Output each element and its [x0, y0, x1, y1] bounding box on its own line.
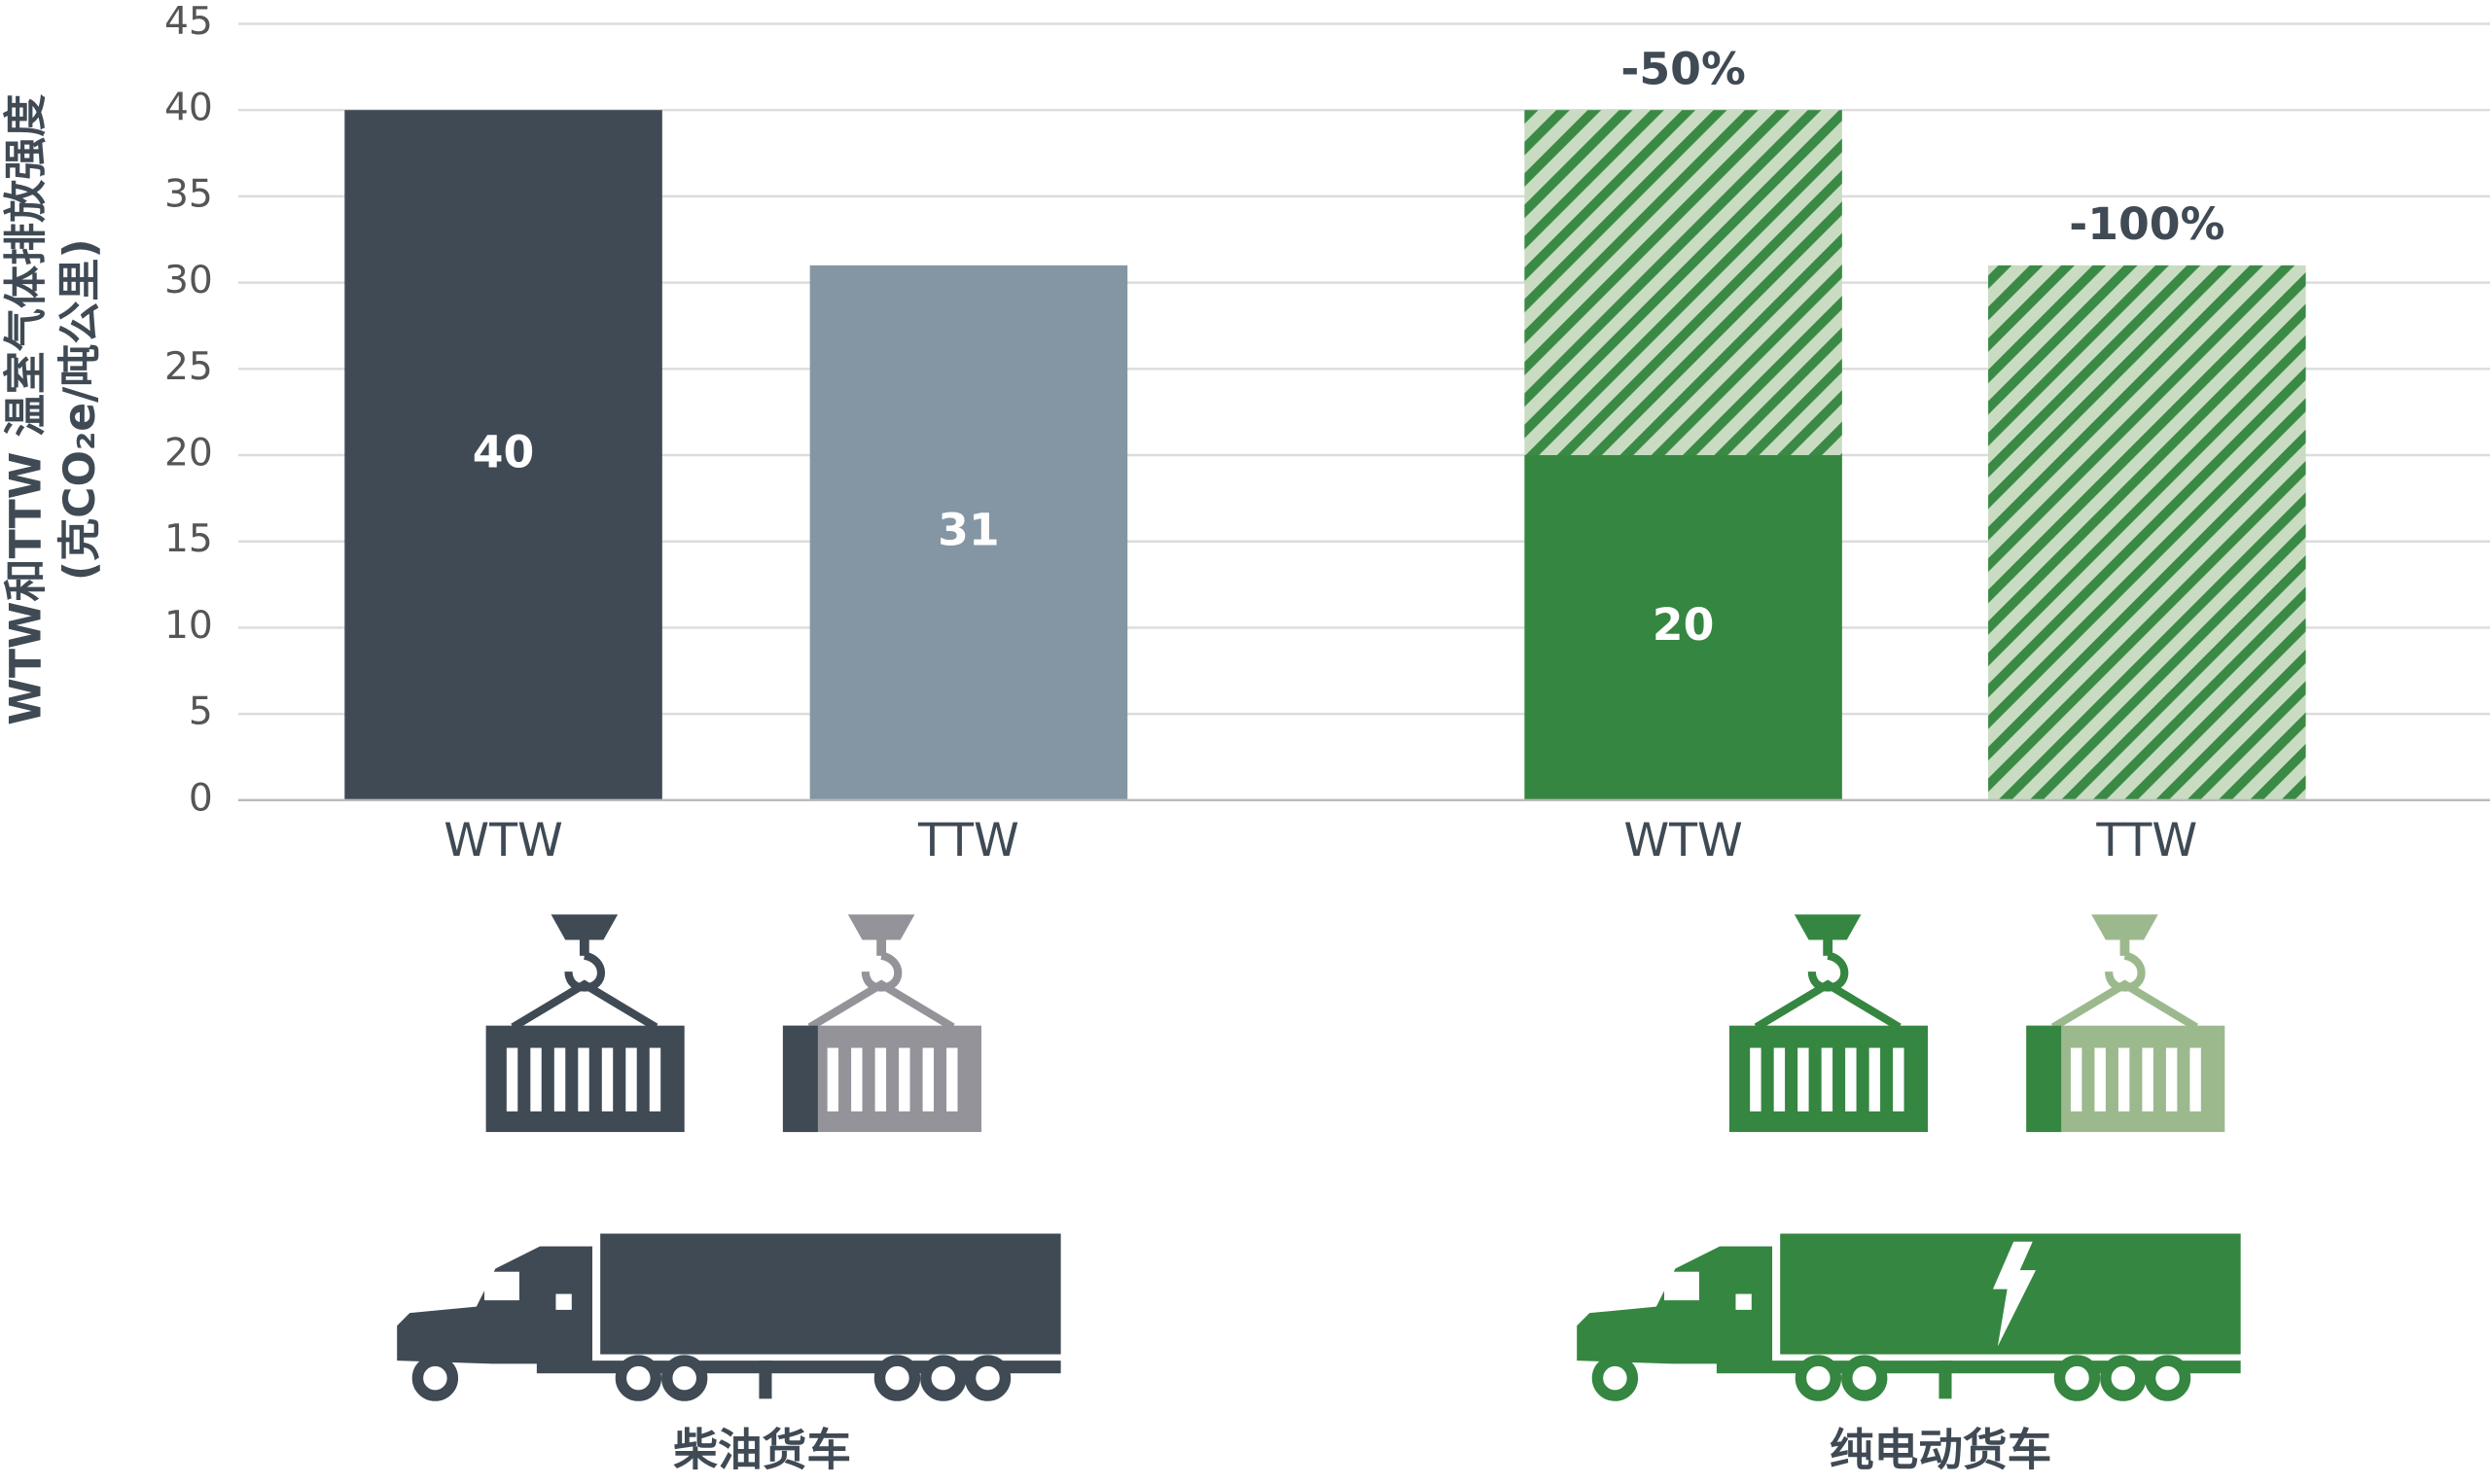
y-tick-label: 5 [189, 690, 213, 734]
y-axis-label: (克CO₂e/吨公里) [55, 238, 105, 581]
x-tick-label: TTW [917, 814, 1019, 867]
value-label: 31 [938, 504, 1000, 555]
y-tick-label: 10 [164, 604, 213, 648]
group-label: 纯电动货车 [1830, 1424, 2052, 1475]
y-tick-label: 45 [164, 0, 213, 44]
x-tick-label: WTW [1623, 814, 1743, 867]
value-label: 40 [473, 427, 535, 478]
change-label: -50% [1620, 44, 1745, 95]
y-tick-label: 15 [164, 517, 213, 561]
y-tick-label: 20 [164, 432, 213, 476]
container-icon [486, 914, 685, 1132]
x-tick-label: TTW [2095, 814, 2197, 867]
bar [1524, 110, 1842, 456]
bar [1524, 455, 1842, 800]
y-tick-label: 0 [189, 776, 213, 820]
y-axis-label: WTW和TTW 温室气体排放强度 [1, 94, 51, 725]
y-tick-label: 40 [164, 87, 213, 130]
icons [397, 914, 2240, 1398]
bolt-icon [1992, 1241, 2037, 1347]
y-tick-label: 30 [164, 259, 213, 302]
x-tick-label: WTW [444, 814, 563, 867]
group-label: 柴油货车 [673, 1424, 851, 1475]
y-tick-label: 25 [164, 345, 213, 389]
value-label: 20 [1653, 599, 1715, 651]
container-icon [1729, 914, 1928, 1132]
bar [809, 265, 1128, 800]
truck-icon [397, 1234, 1060, 1399]
bar [1988, 265, 2306, 800]
container-edge [782, 1025, 818, 1133]
change-label: -100% [2069, 198, 2224, 250]
truck-icon [1577, 1234, 2240, 1399]
bar [344, 110, 662, 800]
y-tick-label: 35 [164, 172, 213, 216]
container-edge [2026, 1025, 2062, 1133]
